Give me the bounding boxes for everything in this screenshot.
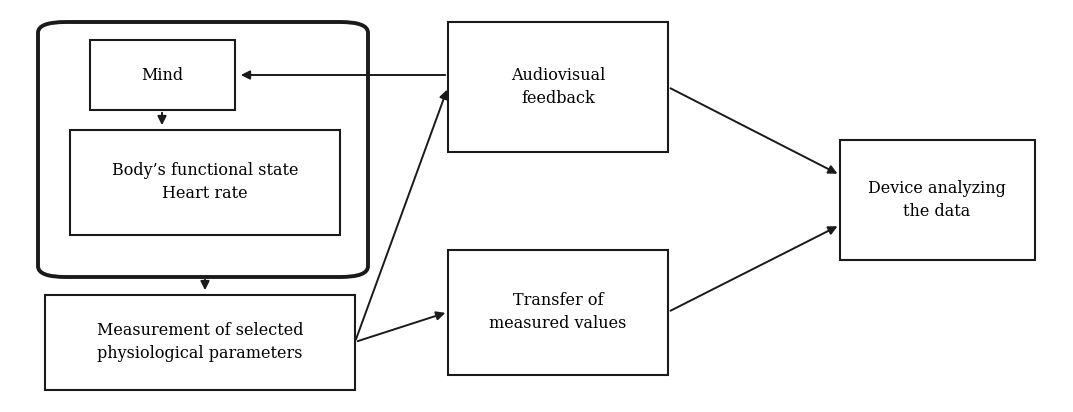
Text: Device analyzing
the data: Device analyzing the data [868, 180, 1006, 220]
FancyBboxPatch shape [90, 40, 235, 110]
Text: Measurement of selected
physiological parameters: Measurement of selected physiological pa… [97, 323, 304, 362]
FancyBboxPatch shape [840, 140, 1035, 260]
FancyBboxPatch shape [38, 22, 368, 277]
FancyBboxPatch shape [449, 22, 668, 152]
FancyBboxPatch shape [70, 130, 340, 235]
Text: Body’s functional state
Heart rate: Body’s functional state Heart rate [112, 162, 298, 201]
FancyBboxPatch shape [45, 295, 355, 390]
Text: Mind: Mind [141, 66, 183, 84]
Text: Audiovisual
feedback: Audiovisual feedback [511, 68, 605, 107]
Text: Transfer of
measured values: Transfer of measured values [489, 293, 627, 332]
FancyBboxPatch shape [449, 250, 668, 375]
